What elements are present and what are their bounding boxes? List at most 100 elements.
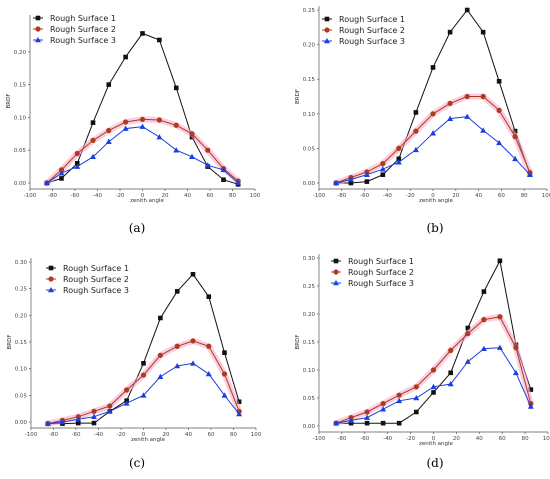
panel-d-series-3-point xyxy=(380,406,387,412)
panel-b-x-tick-label: -60 xyxy=(360,193,369,199)
panel-b-legend-label: Rough Surface 2 xyxy=(339,26,405,35)
panel-d-x-tick-label: 100 xyxy=(543,436,550,442)
panel-d-series-1-point xyxy=(448,370,453,376)
panel-b-series-3-point xyxy=(512,155,519,162)
panel-b-legend-marker xyxy=(324,16,330,22)
panel-a-series-3-point xyxy=(90,153,96,160)
panel-b-x-tick-label: 20 xyxy=(452,193,459,199)
panel-b-series-1-point xyxy=(447,29,453,35)
panel-c-x-tick-label: 0 xyxy=(142,432,146,438)
panel-b-y-axis-label: BRDF xyxy=(295,89,301,104)
panel-d-series-2-point xyxy=(380,401,386,407)
panel-d-series-2-point xyxy=(465,331,471,337)
panel-b-x-tick-label: 40 xyxy=(475,193,482,199)
panel-b-series-3-point xyxy=(464,113,471,119)
panel-b-series-2-point xyxy=(496,107,502,113)
panel-a-legend-marker xyxy=(35,37,41,43)
panel-b-series-3-point xyxy=(526,171,533,177)
panel-c-series-3-point xyxy=(174,363,181,369)
panel-a-series-3-point xyxy=(122,125,129,131)
panel-a-series-3-point xyxy=(43,180,50,186)
panel-d-x-tick-label: -60 xyxy=(360,436,369,442)
panel-d-series-2-point xyxy=(430,367,437,373)
panel-a-x-axis-label: zenith angle xyxy=(130,198,165,204)
panel-b-x-tick-label: -80 xyxy=(337,193,346,199)
panel-c-y-tick-label: 0.05 xyxy=(15,393,28,399)
panel-a-series-3-point xyxy=(156,134,163,140)
panel-c-y-tick-label: 0.20 xyxy=(15,313,28,319)
panel-a-series-2-point xyxy=(139,116,146,122)
panel-d-series-2-point xyxy=(413,384,419,390)
panel-c-series-2-glow xyxy=(44,337,243,427)
panel-b-series-1-point xyxy=(348,180,354,186)
panel-d-series-1-point xyxy=(481,289,487,294)
panel-d-series-1-point xyxy=(396,420,402,426)
panel-c-legend-label: Rough Surface 1 xyxy=(63,264,129,273)
panel-d-y-tick-label: 0.10 xyxy=(303,368,316,374)
panel-b-x-tick-label: -20 xyxy=(406,193,415,199)
panel-a-series-2-point xyxy=(106,127,112,134)
panel-b-series-2-point xyxy=(447,100,453,107)
panel-b-series-1-point xyxy=(430,65,436,70)
panel-c-legend-label: Rough Surface 3 xyxy=(63,286,129,295)
panel-a-series-1-point xyxy=(74,161,80,166)
panel-b-series-3-point xyxy=(379,166,386,172)
panel-a-series-2-point xyxy=(156,117,162,123)
panel-c-series-2-point xyxy=(91,408,97,414)
panel-b-y-tick-label: 0.10 xyxy=(303,112,316,118)
panel-b-series-2-point xyxy=(380,161,386,167)
panel-d-series-2-point xyxy=(396,392,402,398)
panel-a-series-1-point xyxy=(157,37,162,43)
panel-c-x-tick-label: 100 xyxy=(251,432,262,438)
panel-a-series-3-point xyxy=(74,163,81,169)
panel-d-x-tick-label: 80 xyxy=(522,436,529,442)
panel-b-series-2-point xyxy=(430,111,436,117)
panel-c-series-3-point xyxy=(59,419,66,425)
panel-d-x-tick-label: 20 xyxy=(453,436,460,442)
panel-b: -100 -80 -60 -40 -20 0 20 40 60 80 100 0.00 0.05 0.10… xyxy=(295,6,550,235)
panel-b-series-1-point xyxy=(380,172,386,177)
panel-b-series-1-point xyxy=(496,78,502,84)
panel-d-legend-label: Rough Surface 2 xyxy=(348,268,414,277)
panel-d-series-2-point xyxy=(497,314,503,320)
panel-b-x-tick-label: 80 xyxy=(521,193,528,199)
panel-b-y-tick-label: 0.05 xyxy=(303,146,316,152)
panel-c-x-tick-label: -60 xyxy=(72,432,81,438)
panel-a-legend-label: Rough Surface 2 xyxy=(50,25,116,34)
panel-b-x-tick-label: 100 xyxy=(542,193,550,199)
panel-c-series-3-point xyxy=(221,392,228,398)
panel-d-x-tick-label: 60 xyxy=(499,436,506,442)
panel-d-series-3-point xyxy=(512,369,519,376)
panel-a-legend-label: Rough Surface 1 xyxy=(50,14,116,23)
panel-b-x-tick-label: 60 xyxy=(498,193,505,199)
panel-b-legend-label: Rough Surface 3 xyxy=(339,37,405,46)
panel-a-series-3-point xyxy=(189,153,195,160)
panel-c-series-2-point xyxy=(190,338,196,344)
panel-a-series-2-point xyxy=(74,150,80,157)
panel-d-y-tick-label: 0.20 xyxy=(303,312,316,318)
panel-c-series-3-point xyxy=(205,371,212,377)
panel-a-series-3-point xyxy=(58,170,65,176)
panel-c-x-tick-label: 80 xyxy=(230,432,237,438)
panel-b-series-3-point xyxy=(347,176,354,182)
panel-c-series-2-point xyxy=(140,372,147,378)
panel-d-caption: (d) xyxy=(426,456,443,470)
panel-d-series-3-point xyxy=(447,381,454,387)
panel-c-y-tick-label: 0.10 xyxy=(15,367,28,373)
panel-d-legend-marker xyxy=(333,280,339,286)
panel-a-series-3-point xyxy=(139,123,146,129)
panel-b-series-2-point xyxy=(413,128,419,134)
panel-a-legend-marker xyxy=(35,15,41,21)
panel-d-series-3-point xyxy=(464,358,471,364)
panel-d: -100 -80 -60 -40 -20 0 20 40 60 80 100 0.00 0.05 0.10… xyxy=(295,254,550,470)
panel-b-series-3-point xyxy=(412,146,419,153)
panel-c-y-tick-label: 0.25 xyxy=(15,287,28,293)
panel-c-series-3-point xyxy=(236,411,243,417)
panel-b-legend-marker xyxy=(324,38,330,44)
panel-a-y-tick-label: 0.10 xyxy=(14,115,27,121)
panel-a-series-2-point xyxy=(189,131,195,137)
panel-a-legend-label: Rough Surface 3 xyxy=(50,36,116,45)
panel-d-x-tick-label: -80 xyxy=(337,436,346,442)
panel-c-y-tick-label: 0.00 xyxy=(15,420,28,426)
panel-d-series-1-point xyxy=(431,390,436,395)
